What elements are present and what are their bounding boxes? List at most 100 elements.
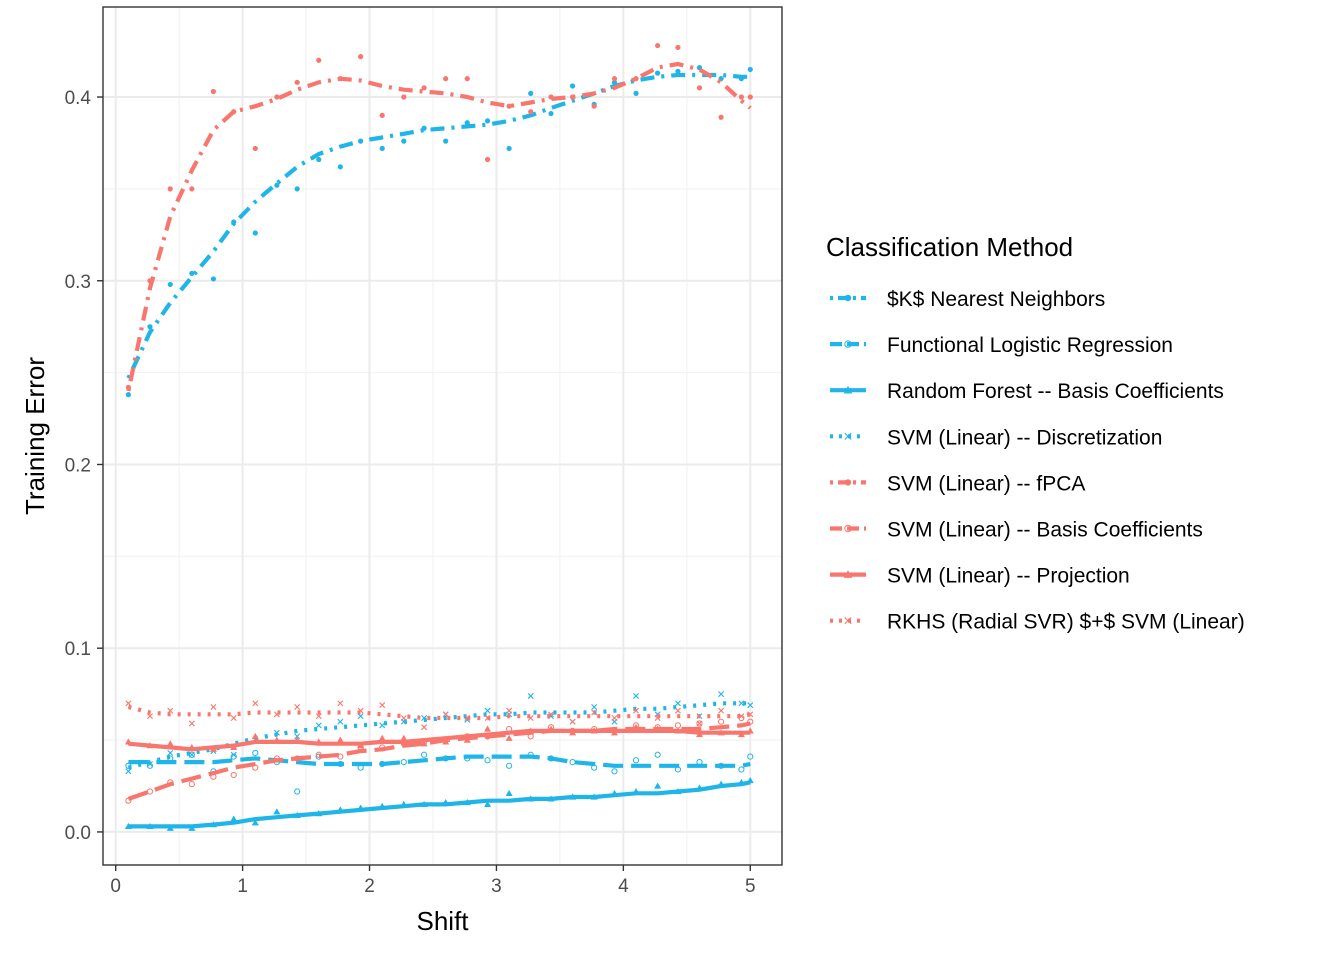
data-point	[420, 800, 428, 808]
data-point	[654, 782, 662, 789]
data-point	[274, 182, 280, 188]
data-point	[294, 733, 301, 740]
data-point	[569, 83, 576, 89]
x-tick-label: 4	[618, 876, 629, 897]
data-point	[294, 788, 301, 795]
data-point	[358, 54, 364, 60]
data-point	[357, 764, 364, 771]
data-point	[189, 270, 195, 277]
data-point	[548, 711, 555, 718]
data-point	[273, 755, 280, 762]
data-point	[569, 94, 576, 100]
data-point	[547, 755, 555, 762]
data-point	[188, 743, 196, 751]
panel-border	[102, 6, 783, 866]
legend-label: RKHS (Radial SVR) $+$ SVM (Linear)	[887, 611, 1245, 634]
y-axis-title: Training Error	[20, 357, 50, 515]
data-point	[294, 186, 300, 192]
data-point	[548, 94, 554, 100]
data-point	[747, 753, 754, 760]
data-point	[293, 736, 301, 743]
legend-label: Random Forest -- Basis Coefficients	[887, 380, 1224, 403]
data-point	[718, 707, 725, 714]
series-layer	[124, 42, 754, 831]
data-point	[590, 793, 598, 800]
legend-key-0	[830, 294, 866, 302]
legend-label: SVM (Linear) -- Projection	[887, 565, 1130, 588]
data-point	[632, 787, 640, 795]
data-point	[484, 118, 491, 124]
axes-layer: 0 1 2 3 4 5 0.0 0.1 0.2 0.3 0.4	[65, 88, 756, 897]
legend-label: SVM (Linear) -- Discretization	[887, 426, 1162, 449]
data-point	[379, 744, 386, 751]
data-point	[420, 740, 428, 747]
data-point	[188, 781, 195, 788]
data-point	[633, 76, 639, 82]
data-point	[590, 727, 598, 734]
data-point	[527, 795, 535, 802]
data-point	[294, 79, 300, 85]
data-point	[611, 715, 618, 722]
data-point	[746, 776, 754, 784]
data-point	[337, 753, 344, 760]
data-point	[464, 76, 470, 82]
data-point	[505, 734, 513, 741]
data-point	[746, 727, 754, 734]
data-point	[718, 114, 724, 120]
legend-key-marker	[844, 524, 852, 533]
data-point	[231, 109, 237, 115]
data-point	[696, 85, 703, 91]
data-point	[147, 278, 153, 284]
data-point	[125, 797, 132, 804]
data-point	[252, 764, 259, 771]
data-point	[654, 715, 661, 722]
series-line	[127, 704, 751, 721]
data-point	[655, 70, 661, 76]
data-point	[611, 79, 618, 85]
data-point	[738, 700, 745, 707]
data-point	[421, 724, 428, 731]
data-point	[717, 718, 725, 725]
data-point	[527, 692, 534, 699]
data-point	[336, 736, 344, 743]
y-tick-label: 0.3	[65, 272, 91, 293]
data-point	[167, 779, 174, 786]
series-line	[127, 701, 751, 770]
data-point	[273, 736, 281, 743]
legend-key-4	[830, 479, 866, 486]
data-point	[674, 707, 681, 714]
data-point	[464, 715, 471, 722]
data-point	[675, 68, 681, 74]
data-point	[251, 819, 259, 826]
data-point	[695, 731, 704, 738]
data-point	[633, 90, 639, 96]
data-point	[443, 76, 449, 82]
data-point	[654, 751, 661, 758]
series-7	[125, 700, 754, 731]
data-point	[738, 76, 744, 82]
data-point	[443, 138, 449, 144]
data-point	[315, 713, 322, 720]
y-tick-label: 0.4	[65, 88, 92, 109]
data-point	[674, 766, 682, 773]
data-point	[337, 76, 343, 82]
data-point	[506, 145, 512, 152]
data-point	[378, 802, 386, 809]
data-point	[527, 751, 534, 758]
data-point	[230, 815, 238, 822]
data-point	[632, 757, 640, 764]
data-point	[273, 808, 281, 815]
data-point	[442, 755, 449, 762]
series-0	[125, 65, 753, 398]
x-axis-title: Shift	[416, 906, 469, 936]
data-point	[379, 145, 385, 152]
grid-layer	[103, 7, 782, 865]
legend-key-marker	[843, 570, 853, 578]
data-point	[632, 723, 640, 730]
data-point	[124, 822, 132, 830]
data-point	[484, 715, 491, 722]
data-point	[336, 806, 344, 813]
data-point	[611, 76, 618, 82]
series-line	[128, 754, 751, 768]
data-point	[146, 713, 153, 720]
